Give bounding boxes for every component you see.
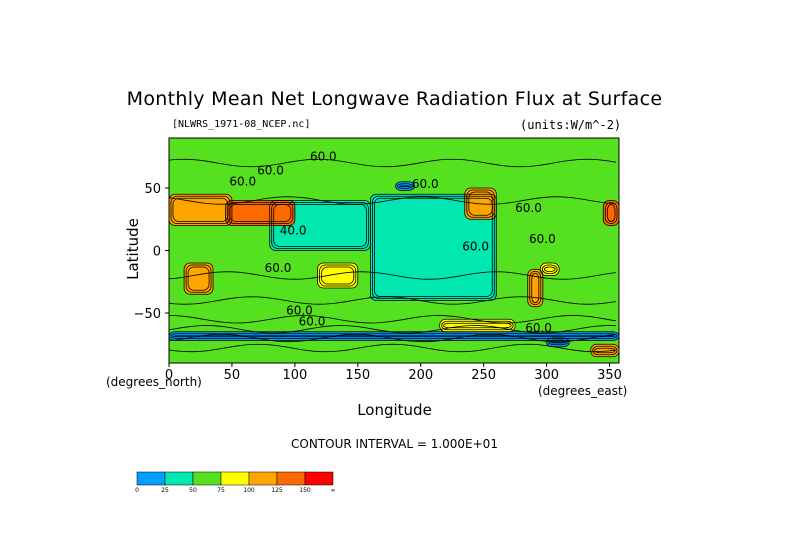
colorbar-label: 75: [217, 487, 225, 494]
colorbar-swatch: [192, 471, 222, 486]
contour-line: [168, 325, 616, 334]
lat-unit-label: (degrees_north): [106, 375, 202, 389]
contour-label: 60.0: [310, 150, 337, 164]
contour-line: [441, 320, 514, 331]
colorbar-swatch: [164, 471, 194, 486]
contour-label: 60.0: [286, 303, 313, 317]
colorbar-swatch: [304, 471, 334, 486]
contour-label: 60.0: [515, 201, 542, 215]
colorbar-label: ∞: [331, 487, 336, 494]
contour-line: [319, 264, 357, 287]
contour-line: [466, 189, 495, 218]
contour-line: [529, 270, 542, 306]
x-tick-label: 350: [597, 368, 622, 383]
x-tick-label: 250: [471, 368, 496, 383]
contour-label: 60.0: [257, 163, 284, 177]
contour-line: [168, 158, 616, 168]
field-region: [603, 200, 619, 226]
contour-label: 60.0: [462, 240, 489, 254]
contour-line: [172, 335, 616, 338]
lon-unit-label: (degrees_east): [538, 384, 628, 398]
contour-line: [531, 272, 540, 304]
contour-line: [168, 343, 616, 353]
colorbar-label: 25: [161, 487, 169, 494]
contour-line: [227, 202, 294, 224]
x-axis: 0 50 100 150 200 250 300 350: [165, 363, 622, 383]
contour-label: 60.0: [299, 315, 326, 329]
field-region: [184, 263, 214, 295]
y-tick-label: 0: [153, 245, 161, 260]
x-tick-label: 100: [282, 368, 307, 383]
contour-line: [527, 268, 544, 308]
contour-line: [371, 195, 495, 299]
contour-line: [369, 193, 497, 301]
chart-title: Monthly Mean Net Longwave Radiation Flux…: [126, 88, 663, 110]
colorbar-label: 100: [243, 487, 255, 494]
colorbar-swatch: [276, 471, 306, 486]
contour-line: [373, 197, 493, 297]
colorbar-label: 150: [299, 487, 311, 494]
contour-line: [592, 345, 618, 356]
contour-line: [168, 315, 616, 324]
colorbar-swatch: [220, 471, 250, 486]
y-tick-label: −50: [134, 307, 161, 322]
field-region: [317, 263, 358, 288]
contour-line: [548, 339, 568, 346]
contour-line: [168, 333, 616, 343]
contour-line: [546, 337, 570, 348]
contour-line: [543, 266, 556, 272]
field-region: [370, 194, 497, 301]
x-tick-label: 200: [408, 368, 433, 383]
y-tick-label: 50: [144, 182, 161, 197]
colorbar-swatch: [248, 471, 278, 486]
contour-label: 40.0: [280, 223, 307, 237]
field-region: [590, 344, 619, 357]
contour-line: [443, 322, 512, 329]
units-label: (units:W/m^-2): [520, 118, 622, 132]
contour-line: [397, 183, 413, 189]
colorbar-label: 0: [135, 487, 139, 494]
field-region: [225, 200, 295, 226]
contour-line: [168, 196, 616, 205]
contour-label: 60.0: [412, 177, 439, 191]
contour-label: 60.0: [265, 261, 292, 275]
y-axis-title: Latitude: [124, 218, 142, 280]
colorbar-label: 50: [189, 487, 197, 494]
contour-line: [321, 266, 355, 285]
contour-line: [229, 204, 292, 222]
contour-line: [399, 185, 411, 188]
contour-label: 60.0: [529, 232, 556, 246]
colorbar-label: 125: [271, 487, 283, 494]
contour-line: [541, 264, 558, 274]
y-axis: 50 0 −50: [134, 182, 169, 322]
colorbar-swatch: [136, 471, 166, 486]
contour-label: 60.0: [525, 321, 552, 335]
contour-label: 60.0: [229, 175, 256, 189]
contour-line: [468, 191, 493, 216]
colorbar: 0 25 50 75 100 125 150 ∞: [135, 471, 336, 494]
source-file-label: [NLWRS_1971-08_NCEP.nc]: [172, 119, 311, 130]
x-tick-label: 300: [534, 368, 559, 383]
contour-line: [168, 296, 616, 305]
x-axis-title: Longitude: [357, 401, 432, 419]
contour-line: [539, 262, 560, 276]
contour-line: [185, 264, 212, 293]
x-tick-label: 50: [224, 368, 241, 383]
contour-line: [225, 200, 296, 226]
contour-label-group: 60.060.060.0 60.060.040.060.060.060.060.0…: [229, 150, 555, 335]
field-region: [169, 194, 232, 226]
contour-line: [395, 181, 415, 191]
contour-line: [183, 262, 214, 295]
contour-interval-note: CONTOUR INTERVAL = 1.000E+01: [291, 437, 498, 451]
x-tick-label: 150: [345, 368, 370, 383]
contour-line: [464, 187, 497, 220]
contour-line: [606, 204, 616, 222]
contour-line: [604, 202, 618, 224]
contour-line: [187, 266, 210, 291]
contour-line: [168, 271, 616, 280]
contour-line: [317, 262, 359, 289]
x-tick-label: 0: [165, 368, 173, 383]
